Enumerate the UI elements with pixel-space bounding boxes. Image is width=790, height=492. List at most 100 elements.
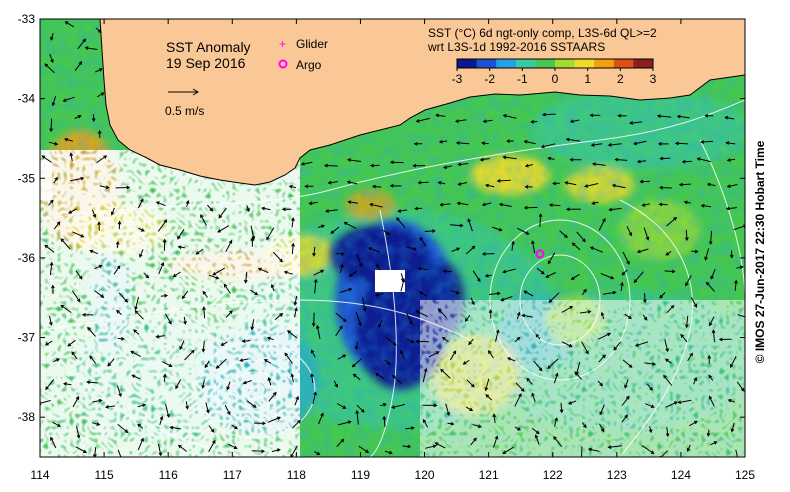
- velocity-arrow: [548, 292, 560, 303]
- colorbar-tick-label: -1: [517, 72, 528, 86]
- velocity-arrow-head: [324, 209, 329, 213]
- glider-label: Glider: [296, 37, 328, 51]
- velocity-arrow: [268, 392, 277, 402]
- velocity-arrow-head: [571, 242, 576, 247]
- velocity-arrow: [337, 354, 346, 360]
- velocity-arrow: [704, 248, 710, 260]
- velocity-arrow: [533, 360, 543, 371]
- velocity-arrow-head: [589, 246, 594, 250]
- velocity-arrow-head: [87, 326, 91, 331]
- x-tick-label: 123: [607, 468, 627, 482]
- velocity-arrow-head: [456, 247, 461, 251]
- velocity-arrow: [294, 295, 298, 305]
- velocity-arrow: [50, 33, 54, 40]
- velocity-arrow-head: [369, 163, 375, 168]
- velocity-arrow: [292, 420, 301, 429]
- velocity-arrow: [712, 330, 715, 342]
- map-date: 19 Sep 2016: [166, 55, 246, 71]
- velocity-arrow-head: [80, 176, 85, 181]
- velocity-arrow: [419, 237, 427, 247]
- velocity-arrow-head: [583, 424, 587, 429]
- velocity-arrow-head: [706, 182, 711, 187]
- velocity-arrow: [91, 422, 100, 426]
- velocity-arrow-head: [140, 437, 144, 442]
- argo-float-marker[interactable]: [535, 249, 545, 259]
- velocity-arrow: [438, 181, 446, 185]
- velocity-arrow: [313, 312, 315, 326]
- velocity-arrow: [597, 380, 603, 387]
- velocity-arrow-head: [471, 245, 476, 250]
- x-axis: 114 115 116 117 118 119 120 121 122 123 124 125: [30, 19, 755, 482]
- velocity-arrow: [316, 325, 321, 339]
- velocity-arrow: [53, 221, 61, 230]
- velocity-arrow: [531, 393, 536, 403]
- velocity-arrow-head: [589, 113, 594, 118]
- velocity-arrow-head: [169, 425, 174, 430]
- velocity-arrow: [251, 319, 255, 330]
- velocity-arrow-head: [215, 275, 220, 280]
- velocity-arrow: [554, 417, 558, 427]
- velocity-arrow-head: [257, 267, 262, 272]
- velocity-arrow: [63, 383, 72, 386]
- velocity-arrow-head: [316, 451, 321, 455]
- velocity-arrow: [455, 119, 467, 122]
- velocity-arrow: [313, 246, 316, 256]
- velocity-arrow: [735, 449, 738, 457]
- velocity-arrow: [503, 268, 516, 273]
- velocity-arrow: [581, 289, 587, 296]
- velocity-arrow-head: [98, 398, 103, 403]
- velocity-arrow-head: [342, 318, 347, 323]
- x-tick-label: 125: [735, 468, 755, 482]
- velocity-arrow-head: [342, 405, 347, 409]
- velocity-arrow-head: [291, 242, 295, 247]
- velocity-arrow: [710, 441, 717, 446]
- velocity-arrow: [224, 404, 231, 415]
- velocity-arrow-head: [392, 342, 397, 346]
- velocity-arrow: [60, 304, 72, 314]
- velocity-arrow: [185, 401, 188, 409]
- colorbar-tick-label: 2: [617, 72, 624, 86]
- velocity-arrow-head: [80, 234, 85, 238]
- velocity-arrow-head: [694, 420, 698, 425]
- velocity-arrow: [482, 142, 489, 145]
- velocity-arrow: [710, 231, 712, 245]
- velocity-arrow: [416, 117, 430, 122]
- velocity-arrow-head: [376, 263, 380, 268]
- velocity-arrow-head: [92, 214, 97, 219]
- velocity-arrow-head: [347, 420, 352, 425]
- velocity-arrow-head: [439, 202, 444, 207]
- velocity-arrow-head: [729, 254, 734, 259]
- velocity-arrow-head: [352, 373, 357, 378]
- velocity-arrow-head: [496, 178, 501, 183]
- velocity-arrow-head: [54, 176, 58, 181]
- velocity-arrow: [590, 246, 604, 253]
- velocity-arrow: [294, 308, 297, 318]
- velocity-arrow: [358, 445, 369, 453]
- velocity-arrow: [516, 312, 520, 320]
- velocity-arrow: [72, 231, 84, 238]
- velocity-arrow: [356, 410, 359, 425]
- velocity-arrow-head: [62, 382, 67, 386]
- velocity-arrow-head: [700, 203, 705, 208]
- velocity-arrow: [175, 379, 182, 389]
- velocity-arrow-head: [396, 217, 400, 221]
- velocity-arrow-head: [311, 349, 315, 354]
- velocity-arrow: [70, 153, 73, 162]
- velocity-arrow: [532, 241, 536, 254]
- velocity-arrow-head: [250, 326, 255, 331]
- velocity-arrow-head: [437, 181, 442, 185]
- velocity-arrow: [158, 262, 164, 275]
- velocity-arrow-head: [415, 119, 420, 123]
- velocity-arrow: [730, 355, 737, 368]
- velocity-arrow: [202, 340, 205, 352]
- velocity-arrow-head: [116, 265, 121, 270]
- velocity-arrow-head: [456, 201, 461, 206]
- velocity-arrow-head: [565, 207, 570, 212]
- colorbar-tick-label: -3: [452, 72, 463, 86]
- velocity-arrow: [524, 140, 536, 145]
- velocity-arrow-head: [649, 387, 653, 391]
- velocity-arrow: [368, 247, 381, 253]
- velocity-arrow: [385, 336, 397, 346]
- velocity-arrow: [568, 400, 577, 405]
- velocity-arrow-head: [131, 374, 136, 378]
